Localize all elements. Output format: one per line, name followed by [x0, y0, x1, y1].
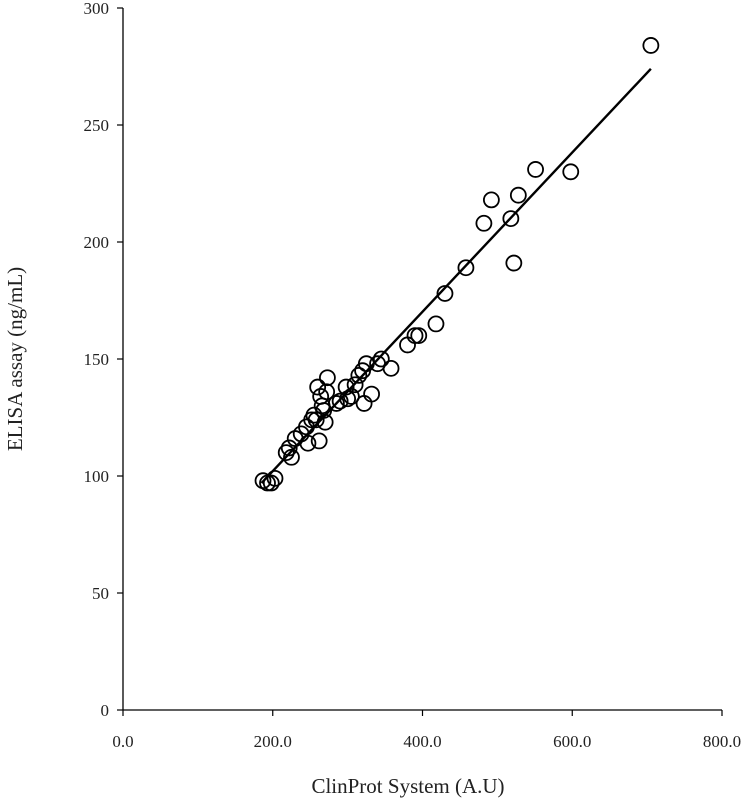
data-point — [339, 390, 357, 408]
data-point — [318, 383, 336, 401]
y-tick-label: 300 — [84, 0, 110, 18]
data-point — [562, 163, 580, 181]
data-point — [262, 474, 280, 492]
data-point — [355, 395, 373, 412]
data-point — [337, 378, 355, 396]
x-axis-title: ClinProt System (A.U) — [311, 774, 504, 798]
y-tick-label: 50 — [92, 584, 109, 603]
y-tick-label: 250 — [84, 116, 110, 135]
data-point — [350, 366, 368, 384]
data-point — [357, 355, 375, 373]
data-point — [315, 402, 333, 419]
data-point — [372, 350, 390, 368]
data-point — [342, 388, 360, 405]
x-tick-label: 400.0 — [403, 732, 441, 751]
data-point — [427, 315, 445, 333]
y-tick-label: 150 — [84, 350, 110, 369]
data-point — [642, 37, 660, 54]
data-point — [363, 385, 380, 403]
data-point — [277, 444, 295, 462]
data-point — [482, 191, 500, 209]
data-point — [505, 254, 523, 272]
data-point — [436, 285, 454, 302]
data-point — [502, 210, 520, 228]
data-point — [331, 392, 349, 410]
x-tick-label: 800.0 — [703, 732, 741, 751]
data-point — [527, 161, 544, 178]
data-point — [327, 395, 345, 412]
x-tick-label: 600.0 — [553, 732, 591, 751]
data-point — [457, 259, 475, 277]
data-point — [280, 439, 298, 457]
data-point — [410, 327, 428, 345]
data-point — [299, 434, 317, 452]
points-group — [254, 37, 660, 492]
y-tick-label: 200 — [84, 233, 110, 252]
x-tick-label: 0.0 — [112, 732, 133, 751]
data-point — [310, 432, 328, 450]
y-tick-label: 100 — [84, 467, 110, 486]
x-axis — [122, 709, 723, 716]
y-axis-title: ELISA assay (ng/mL) — [3, 267, 27, 451]
tick-labels-group: 0.0 200.0 400.0 600.0 800.0 0 50 100 150 200 250 30… — [84, 0, 742, 751]
y-axis — [117, 7, 124, 711]
data-point — [283, 448, 300, 466]
x-tick-label: 200.0 — [254, 732, 292, 751]
data-point — [316, 413, 334, 431]
data-point — [509, 186, 527, 204]
data-point — [475, 214, 493, 232]
data-point — [346, 376, 364, 394]
y-tick-label: 0 — [101, 701, 110, 720]
data-point — [309, 378, 327, 396]
data-point — [406, 327, 424, 345]
data-point — [382, 359, 400, 377]
data-point — [266, 469, 284, 487]
data-point — [319, 369, 336, 387]
